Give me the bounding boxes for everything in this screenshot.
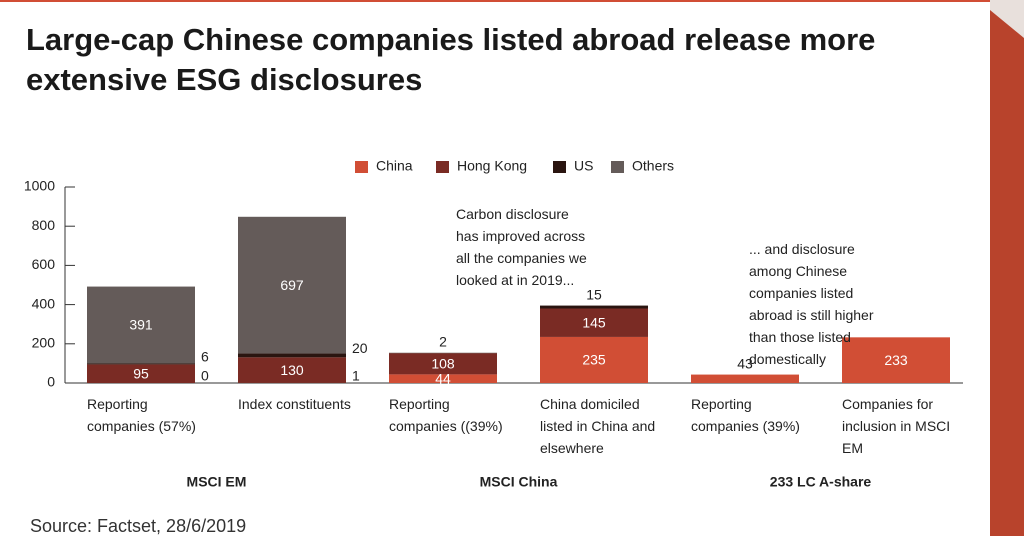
group-label: MSCI China bbox=[480, 474, 558, 490]
bar-segment bbox=[389, 353, 497, 375]
value-label: 233 bbox=[884, 352, 908, 368]
bar-segment bbox=[87, 364, 195, 383]
x-tick-label: Index constituents bbox=[238, 396, 351, 412]
bar-segment bbox=[540, 305, 648, 309]
group-label: 233 LC A-share bbox=[770, 474, 872, 490]
x-tick-label: Reporting companies (39%) bbox=[691, 396, 800, 434]
legend-swatch bbox=[355, 161, 368, 173]
bar-segment bbox=[87, 363, 195, 365]
bar-segment bbox=[540, 308, 648, 337]
bar-segment bbox=[842, 337, 950, 383]
bar-segment bbox=[389, 374, 497, 383]
value-label: 235 bbox=[582, 352, 606, 368]
legend-swatch bbox=[436, 161, 449, 173]
legend-label: Hong Kong bbox=[457, 158, 527, 174]
y-tick-label: 200 bbox=[32, 335, 56, 351]
x-tick-label: Reporting companies (57%) bbox=[87, 396, 196, 434]
x-tick-label: Reporting companies ((39%) bbox=[389, 396, 503, 434]
bar-segment bbox=[540, 336, 648, 383]
value-label: 43 bbox=[737, 355, 753, 371]
x-tick-label: Companies for inclusion in MSCI EM bbox=[842, 396, 951, 456]
value-label: 108 bbox=[431, 355, 455, 371]
bar-segment bbox=[238, 216, 346, 354]
legend-label: China bbox=[376, 158, 413, 174]
side-band bbox=[990, 0, 1024, 536]
y-tick-label: 400 bbox=[32, 295, 56, 311]
y-tick-label: 600 bbox=[32, 256, 56, 272]
value-label: 391 bbox=[129, 317, 153, 333]
title: Large-cap Chinese companies listed abroa… bbox=[26, 22, 876, 97]
value-label: 697 bbox=[280, 277, 304, 293]
bar-segment bbox=[238, 357, 346, 383]
value-label: 15 bbox=[586, 286, 602, 302]
annotation: ... and disclosure among Chinese compani… bbox=[749, 241, 874, 367]
bar-segment bbox=[691, 374, 799, 383]
value-label: 2 bbox=[439, 334, 447, 350]
value-label: 44 bbox=[435, 370, 451, 386]
legend-swatch bbox=[553, 161, 566, 173]
bar-segment bbox=[238, 353, 346, 358]
y-tick-label: 800 bbox=[32, 217, 56, 233]
legend-swatch bbox=[611, 161, 624, 173]
legend-label: Others bbox=[632, 158, 674, 174]
bar-segment bbox=[87, 286, 195, 364]
value-label: 6 bbox=[201, 348, 209, 364]
source: Source: Factset, 28/6/2019 bbox=[30, 516, 247, 536]
value-label: 20 bbox=[352, 340, 368, 356]
value-label: 95 bbox=[133, 365, 149, 381]
x-tick-label: China domiciled listed in China and else… bbox=[540, 396, 656, 456]
annotation: Carbon disclosure has improved across al… bbox=[456, 206, 587, 288]
value-label: 1 bbox=[352, 368, 360, 384]
value-label: 130 bbox=[280, 362, 304, 378]
value-label: 145 bbox=[582, 314, 606, 330]
legend-label: US bbox=[574, 158, 593, 174]
value-label: 0 bbox=[201, 368, 209, 384]
fold bbox=[990, 0, 1024, 38]
group-label: MSCI EM bbox=[187, 474, 247, 490]
y-tick-label: 1000 bbox=[24, 178, 55, 194]
y-tick-label: 0 bbox=[47, 374, 55, 390]
